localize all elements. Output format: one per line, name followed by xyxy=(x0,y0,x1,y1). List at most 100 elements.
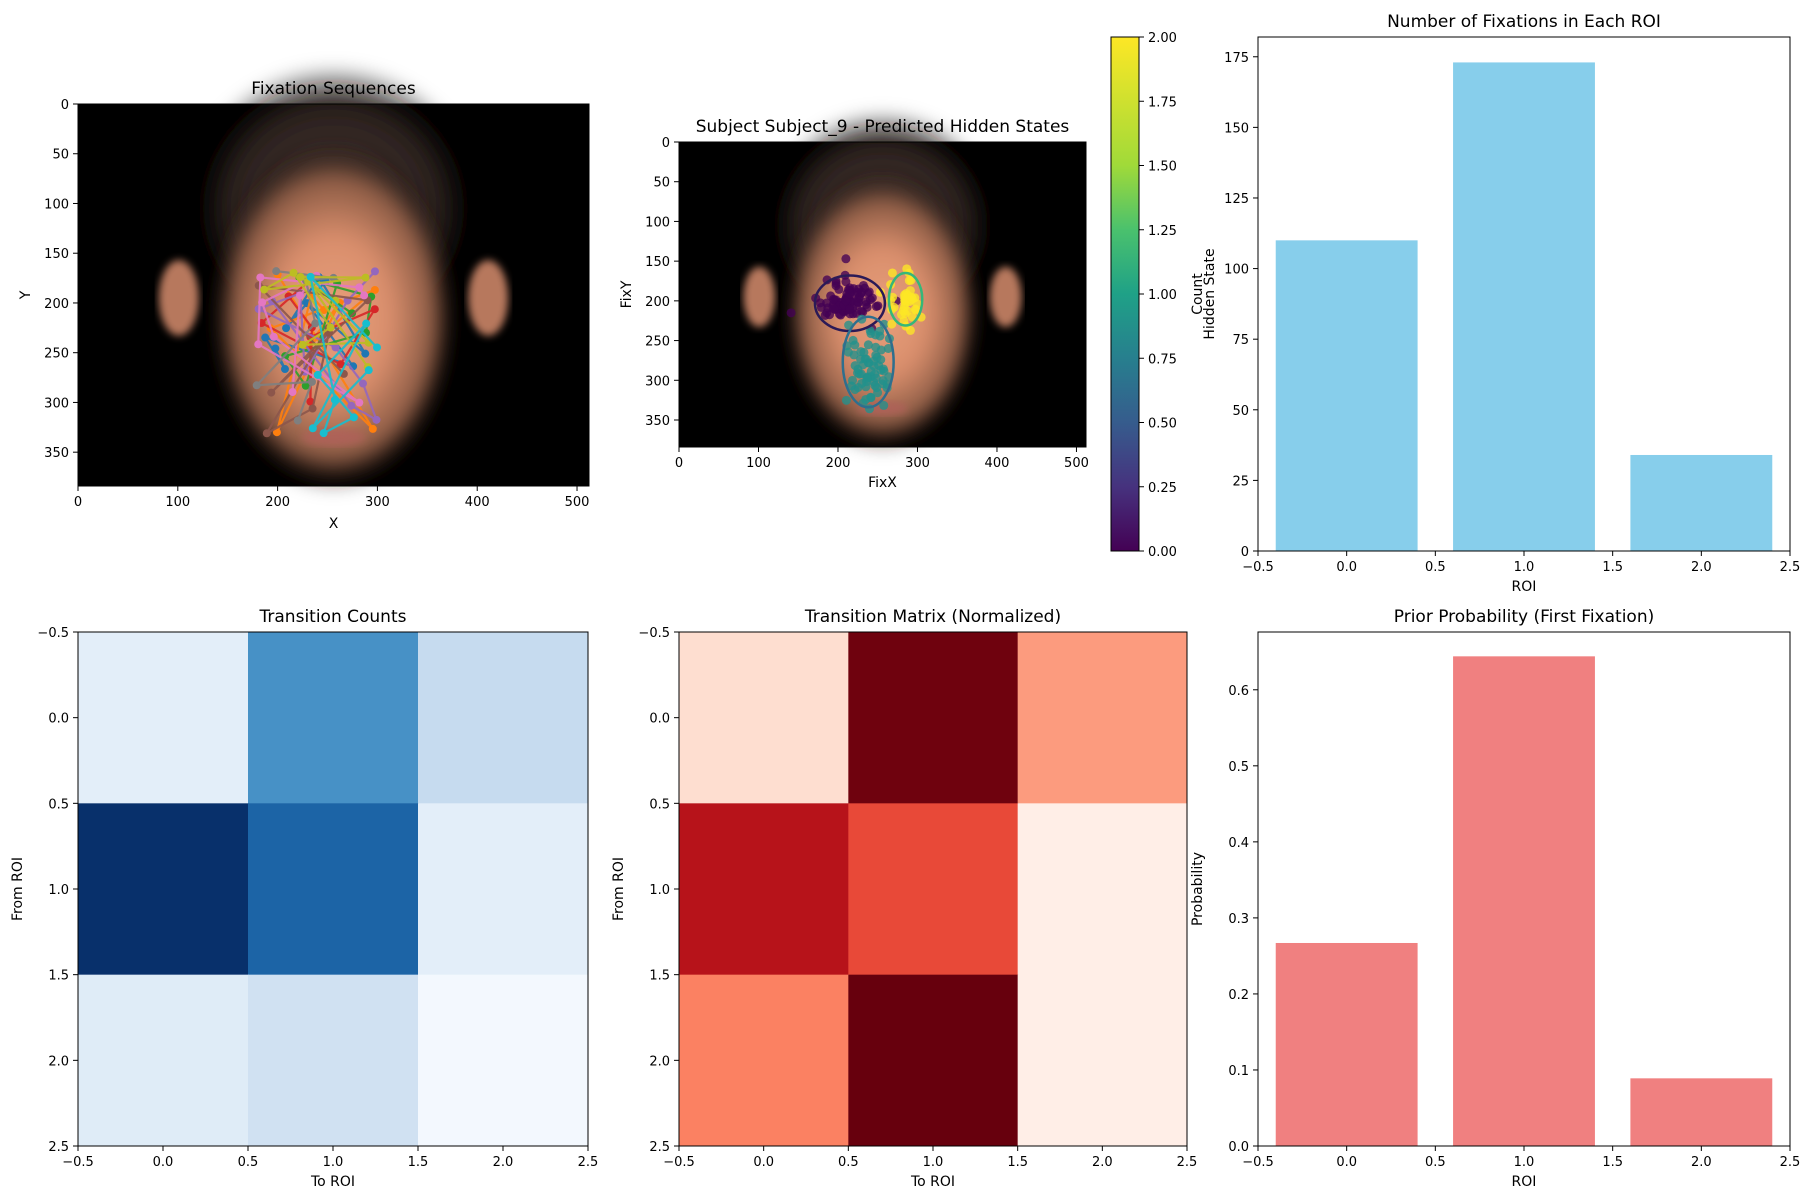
y-tick-label: 1.5 xyxy=(48,969,69,984)
y-tick-label: 1.0 xyxy=(649,883,670,898)
y-tick-label: 200 xyxy=(645,295,670,310)
x-axis-label: ROI xyxy=(1512,579,1537,595)
y-tick-label: 0.4 xyxy=(1228,836,1249,851)
chart-title: Prior Probability (First Fixation) xyxy=(1394,607,1654,627)
y-tick-label: 0 xyxy=(61,98,69,113)
y-tick-label: 100 xyxy=(44,197,69,212)
x-tick-label: 2.5 xyxy=(1780,1155,1800,1170)
state-point xyxy=(887,319,897,329)
colorbar xyxy=(1110,36,1140,552)
y-axis-label: FixY xyxy=(619,280,635,308)
colorbar-tick-label: 0.25 xyxy=(1148,481,1177,496)
fixation-point xyxy=(360,291,369,300)
bar xyxy=(1453,62,1595,552)
y-tick-label: 0.5 xyxy=(48,797,69,812)
fixation-point xyxy=(262,429,271,438)
y-tick-label: 150 xyxy=(645,255,670,270)
y-tick-label: 50 xyxy=(653,176,670,191)
colorbar-tick-label: 1.75 xyxy=(1148,95,1177,110)
fixation-point xyxy=(252,381,261,390)
x-tick-label: 400 xyxy=(985,456,1010,471)
state-point xyxy=(889,302,899,312)
fixation-point xyxy=(330,395,339,404)
state-point xyxy=(863,340,873,350)
fixation-point xyxy=(258,298,267,307)
axes-frame xyxy=(678,141,1087,448)
state-point xyxy=(888,292,898,302)
y-tick-label: 350 xyxy=(645,414,670,429)
fixation-point xyxy=(355,398,364,407)
x-tick-label: 2.0 xyxy=(1092,1155,1113,1170)
heatmap-cell xyxy=(418,974,589,1147)
bar xyxy=(1275,942,1418,1146)
chart-transition-matrix: −0.5 −0.5 0.0 0.0 0.5 0.5 1.0 1.0 1.5 1.5 2.0 2.0 2.… xyxy=(611,607,1197,1190)
x-tick-label: 1.0 xyxy=(1514,1155,1535,1170)
y-tick-label: 0 xyxy=(662,136,670,151)
x-tick-label: −0.5 xyxy=(1242,560,1274,575)
x-tick-label: 1.0 xyxy=(1514,560,1535,575)
chart-title: Number of Fixations in Each ROI xyxy=(1387,12,1661,32)
state-point xyxy=(829,304,839,314)
state-point xyxy=(879,400,889,410)
x-tick-label: 300 xyxy=(905,456,930,471)
fixation-point xyxy=(362,319,371,328)
colorbar-label: Hidden State xyxy=(1202,248,1218,339)
x-tick-label: 0.5 xyxy=(1425,1155,1446,1170)
x-tick-label: 0.5 xyxy=(838,1155,859,1170)
state-point xyxy=(899,316,909,326)
fixation-point xyxy=(331,343,340,352)
x-axis-label: X xyxy=(329,516,339,532)
colorbar-tick-label: 1.25 xyxy=(1148,224,1177,239)
fixation-point xyxy=(361,273,370,282)
bar xyxy=(1275,240,1418,552)
heatmap-cell xyxy=(679,803,849,976)
fixation-point xyxy=(372,415,381,424)
y-tick-label: 0.2 xyxy=(1228,988,1249,1003)
state-point xyxy=(862,373,872,383)
colorbar-tick-label: 0.00 xyxy=(1148,545,1177,560)
y-tick-label: 350 xyxy=(44,446,69,461)
y-tick-label: 0 xyxy=(1241,545,1249,560)
y-axis-label: Count xyxy=(1190,273,1206,315)
y-tick-label: 150 xyxy=(1224,121,1249,136)
fixation-point xyxy=(260,285,269,294)
fixation-point xyxy=(267,388,276,397)
y-tick-label: 300 xyxy=(645,374,670,389)
fixation-point xyxy=(280,365,289,374)
x-tick-label: 1.5 xyxy=(1007,1155,1028,1170)
colorbar-tick-label: 0.50 xyxy=(1148,417,1177,432)
x-tick-label: 0 xyxy=(74,495,82,510)
fixation-point xyxy=(289,268,298,277)
x-tick-label: 0.0 xyxy=(1336,560,1357,575)
state-point xyxy=(850,340,860,350)
x-tick-label: 2.5 xyxy=(1177,1155,1198,1170)
fixation-point xyxy=(370,285,379,294)
chart-title: Transition Matrix (Normalized) xyxy=(804,607,1061,627)
x-axis-label: ROI xyxy=(1512,1174,1537,1190)
state-point xyxy=(883,343,893,353)
bar xyxy=(1630,454,1773,551)
x-tick-label: 1.0 xyxy=(923,1155,944,1170)
fixation-point xyxy=(368,424,377,433)
state-point xyxy=(876,365,886,375)
colorbar-tick-label: 0.75 xyxy=(1148,352,1177,367)
chart-title: Fixation Sequences xyxy=(251,79,416,99)
fixation-point xyxy=(256,273,265,282)
y-tick-label: 25 xyxy=(1232,474,1249,489)
colorbar-tick-label: 1.50 xyxy=(1148,160,1177,175)
chart-prior-probability: −0.5 0.0 0.5 1.0 1.5 2.0 2.50.00.10.20.30.40.5… xyxy=(1190,607,1800,1190)
heatmap-cell xyxy=(848,803,1019,976)
y-tick-label: 100 xyxy=(645,215,670,230)
fixation-point xyxy=(370,305,379,314)
fixation-point xyxy=(311,319,320,328)
fixation-point xyxy=(355,283,364,292)
heatmap-cell xyxy=(848,632,1019,804)
right-ear xyxy=(989,266,1022,328)
state-point xyxy=(873,301,883,311)
fixation-point xyxy=(307,377,316,386)
state-point xyxy=(865,326,875,336)
left-ear xyxy=(158,260,199,336)
fixation-point xyxy=(349,413,358,422)
x-tick-label: 1.0 xyxy=(323,1155,344,1170)
fixation-point xyxy=(293,416,302,425)
